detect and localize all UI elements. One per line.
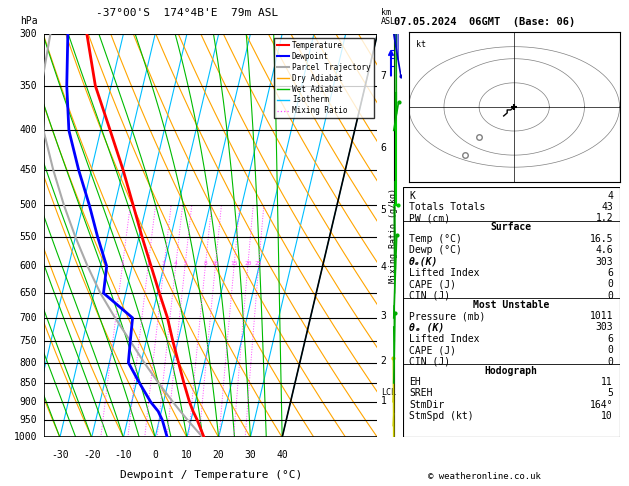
Text: 950: 950 <box>19 415 37 425</box>
Text: Mixing Ratio (g/kg): Mixing Ratio (g/kg) <box>389 188 398 283</box>
Text: StmDir: StmDir <box>409 400 444 410</box>
Text: 6: 6 <box>607 334 613 344</box>
Text: 303: 303 <box>596 257 613 266</box>
Text: 700: 700 <box>19 313 37 323</box>
Text: Pressure (mb): Pressure (mb) <box>409 311 486 321</box>
Text: StmSpd (kt): StmSpd (kt) <box>409 411 474 421</box>
Text: CIN (J): CIN (J) <box>409 357 450 366</box>
Text: 1: 1 <box>381 397 387 406</box>
Text: LCL: LCL <box>381 388 396 397</box>
Text: 303: 303 <box>596 323 613 332</box>
Text: Most Unstable: Most Unstable <box>473 300 549 310</box>
Text: Temp (°C): Temp (°C) <box>409 234 462 244</box>
Text: PW (cm): PW (cm) <box>409 213 450 223</box>
Text: 0: 0 <box>607 279 613 289</box>
Text: 5: 5 <box>381 206 387 215</box>
Text: 5: 5 <box>607 388 613 399</box>
Text: 1: 1 <box>121 261 125 266</box>
Text: km
ASL: km ASL <box>381 8 396 26</box>
Text: 2: 2 <box>381 356 387 365</box>
Text: 6: 6 <box>381 143 387 154</box>
Text: 16.5: 16.5 <box>589 234 613 244</box>
Text: 4: 4 <box>381 262 387 272</box>
Text: Hodograph: Hodograph <box>484 366 538 376</box>
Text: -20: -20 <box>83 450 101 459</box>
Text: 20: 20 <box>244 261 252 266</box>
Text: 0: 0 <box>607 345 613 355</box>
Text: 900: 900 <box>19 397 37 407</box>
Text: CAPE (J): CAPE (J) <box>409 345 456 355</box>
Text: 4: 4 <box>174 261 177 266</box>
Text: K: K <box>409 191 415 201</box>
Text: 800: 800 <box>19 358 37 367</box>
Text: 750: 750 <box>19 336 37 346</box>
Text: -30: -30 <box>51 450 69 459</box>
Text: 6: 6 <box>607 268 613 278</box>
Text: Lifted Index: Lifted Index <box>409 334 479 344</box>
Text: 300: 300 <box>19 29 37 39</box>
Text: 30: 30 <box>245 450 256 459</box>
Text: SREH: SREH <box>409 388 433 399</box>
Text: Surface: Surface <box>491 223 532 232</box>
Text: -10: -10 <box>114 450 132 459</box>
Text: 43: 43 <box>601 202 613 212</box>
Text: kt: kt <box>416 40 426 49</box>
Legend: Temperature, Dewpoint, Parcel Trajectory, Dry Adiabat, Wet Adiabat, Isotherm, Mi: Temperature, Dewpoint, Parcel Trajectory… <box>274 38 374 119</box>
Text: 07.05.2024  06GMT  (Base: 06): 07.05.2024 06GMT (Base: 06) <box>394 17 575 27</box>
Text: 650: 650 <box>19 288 37 298</box>
Text: 10: 10 <box>601 411 613 421</box>
Text: CIN (J): CIN (J) <box>409 291 450 301</box>
Text: 600: 600 <box>19 261 37 271</box>
Text: 4.6: 4.6 <box>596 245 613 255</box>
Text: hPa: hPa <box>19 16 37 26</box>
Text: 5: 5 <box>183 261 187 266</box>
Text: θₑ(K): θₑ(K) <box>409 257 438 266</box>
Text: 4: 4 <box>607 191 613 201</box>
Text: 3: 3 <box>162 261 166 266</box>
Text: 1000: 1000 <box>14 433 37 442</box>
Text: Dewpoint / Temperature (°C): Dewpoint / Temperature (°C) <box>120 469 302 480</box>
Text: 1.2: 1.2 <box>596 213 613 223</box>
Text: 2: 2 <box>146 261 150 266</box>
Text: 1011: 1011 <box>589 311 613 321</box>
Text: 10: 10 <box>211 261 219 266</box>
Text: 0: 0 <box>152 450 158 459</box>
Text: θₑ (K): θₑ (K) <box>409 323 444 332</box>
Text: 400: 400 <box>19 125 37 136</box>
Text: 0: 0 <box>607 357 613 366</box>
Text: 550: 550 <box>19 232 37 242</box>
Text: Dewp (°C): Dewp (°C) <box>409 245 462 255</box>
Text: 0: 0 <box>607 291 613 301</box>
Text: © weatheronline.co.uk: © weatheronline.co.uk <box>428 472 541 481</box>
Text: 20: 20 <box>213 450 225 459</box>
Text: Totals Totals: Totals Totals <box>409 202 486 212</box>
Text: 7: 7 <box>381 71 387 81</box>
Text: 350: 350 <box>19 81 37 91</box>
Text: 25: 25 <box>255 261 262 266</box>
Text: 40: 40 <box>276 450 288 459</box>
Text: 8: 8 <box>203 261 207 266</box>
Text: 500: 500 <box>19 200 37 210</box>
Text: 450: 450 <box>19 165 37 175</box>
Text: 164°: 164° <box>589 400 613 410</box>
Text: 850: 850 <box>19 378 37 388</box>
Text: CAPE (J): CAPE (J) <box>409 279 456 289</box>
Text: -37°00'S  174°4B'E  79m ASL: -37°00'S 174°4B'E 79m ASL <box>96 8 279 18</box>
Text: 3: 3 <box>381 312 387 321</box>
Text: 15: 15 <box>230 261 238 266</box>
Text: Lifted Index: Lifted Index <box>409 268 479 278</box>
Text: 10: 10 <box>181 450 192 459</box>
Text: 11: 11 <box>601 377 613 387</box>
Text: EH: EH <box>409 377 421 387</box>
